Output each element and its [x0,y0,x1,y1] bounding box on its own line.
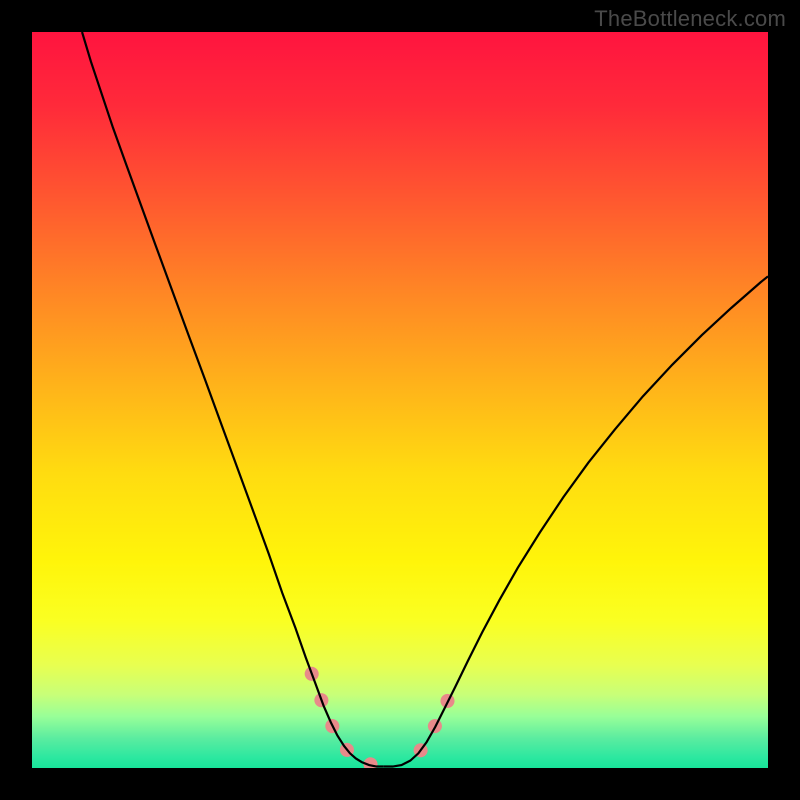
chart-curve-layer [32,32,768,768]
bottleneck-curve-left [82,32,384,767]
highlight-dots-left [312,674,394,766]
watermark-text: TheBottleneck.com [594,6,786,32]
bottleneck-curve-right [384,276,768,766]
chart-plot-area [32,32,768,768]
